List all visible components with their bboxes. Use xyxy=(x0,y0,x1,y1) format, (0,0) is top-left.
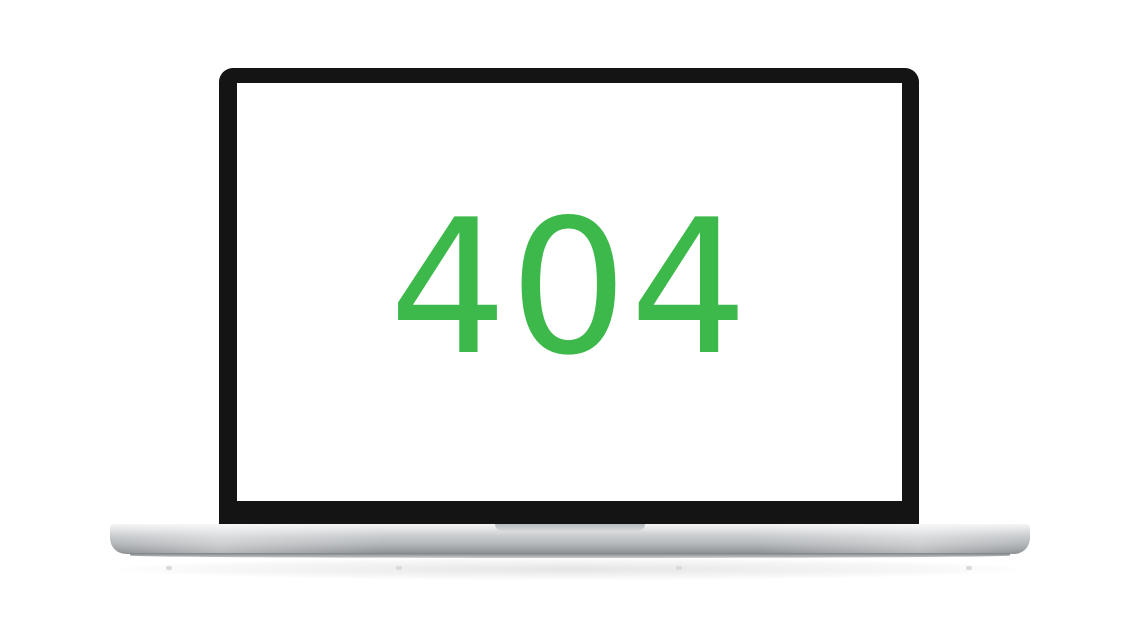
laptop-foot xyxy=(966,566,972,570)
laptop-foot xyxy=(676,566,682,570)
laptop-foot xyxy=(396,566,402,570)
error-code-text: 404 xyxy=(388,179,751,396)
laptop-foot xyxy=(166,566,172,570)
trackpad-notch xyxy=(495,524,645,531)
laptop-screen: 404 xyxy=(237,83,902,501)
laptop-base xyxy=(110,524,1030,554)
base-bottom-edge xyxy=(130,553,1010,558)
laptop-shadow xyxy=(120,558,1020,580)
